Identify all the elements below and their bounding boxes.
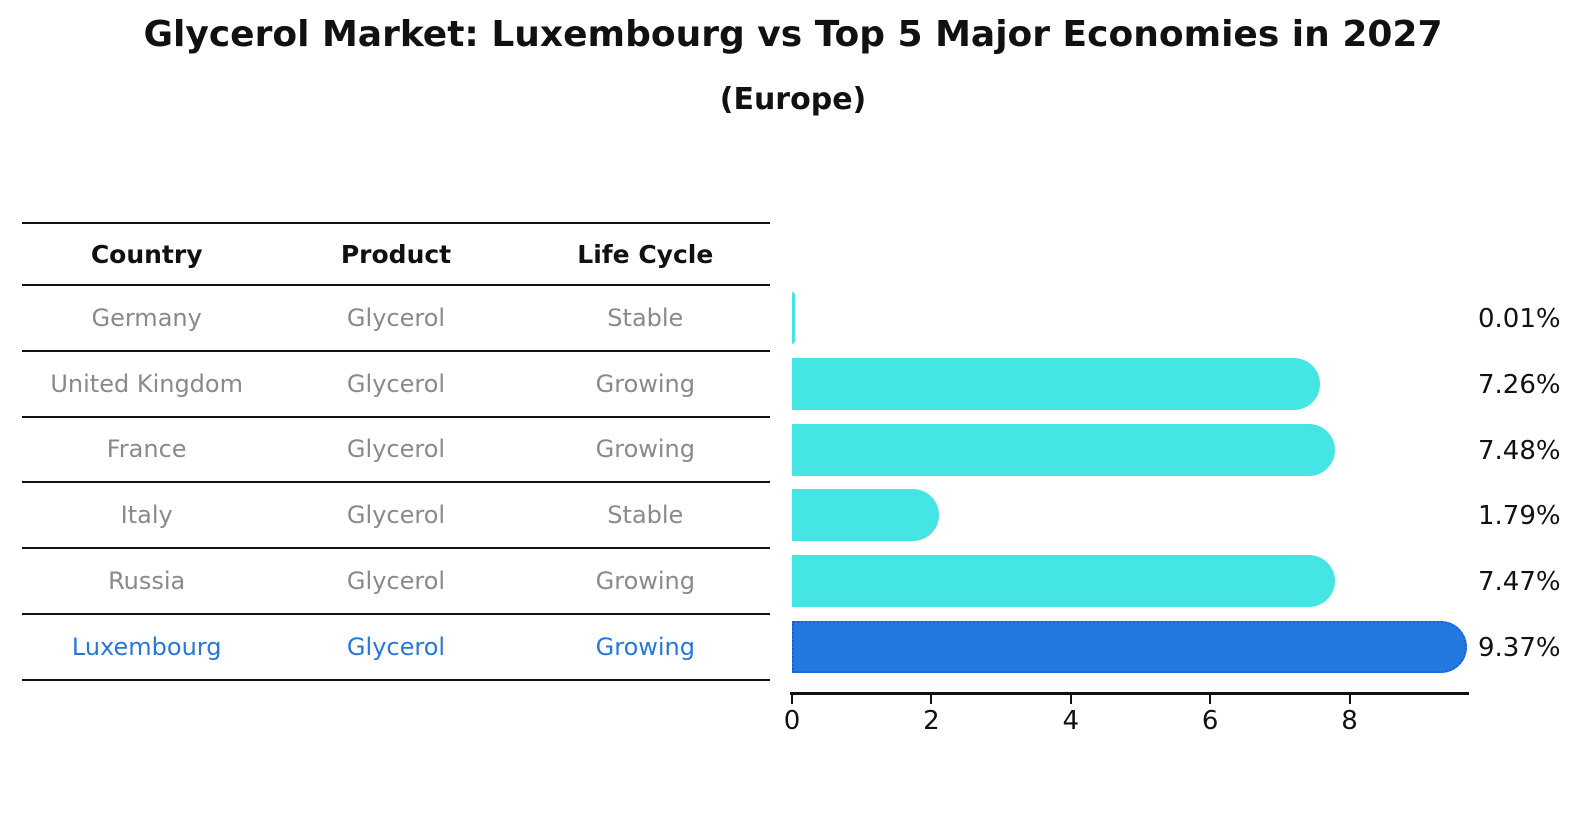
value-label-germany: 0.01%	[1478, 303, 1561, 334]
value-label-luxembourg: 9.37%	[1478, 632, 1561, 663]
x-tick-mark	[1348, 695, 1351, 704]
bar-luxembourg	[792, 621, 1467, 673]
value-label-united-kingdom: 7.26%	[1478, 369, 1561, 400]
x-tick-label: 6	[1201, 706, 1219, 736]
cell-product: Glycerol	[346, 567, 446, 596]
cell-country: Italy	[120, 501, 173, 530]
value-label-france: 7.48%	[1478, 435, 1561, 466]
x-axis-line	[790, 692, 1469, 695]
x-tick-mark	[930, 695, 933, 704]
cell-product: Glycerol	[346, 369, 446, 398]
cell-product: Glycerol	[346, 435, 446, 464]
cell-product: Glycerol	[346, 303, 446, 332]
cell-country: United Kingdom	[50, 369, 243, 398]
bar-germany	[792, 292, 795, 344]
x-tick-label: 0	[783, 706, 801, 736]
table-row-italy: Italy Glycerol Stable	[22, 483, 770, 550]
cell-country: Germany	[91, 303, 202, 332]
column-header-country: Country	[90, 239, 203, 269]
column-header-life-cycle: Life Cycle	[577, 239, 714, 269]
table-row-russia: Russia Glycerol Growing	[22, 549, 770, 615]
chart-subtitle: (Europe)	[719, 82, 867, 117]
x-tick-mark	[1069, 695, 1072, 704]
x-tick-mark	[1209, 695, 1212, 704]
x-tick-mark	[791, 695, 793, 704]
cell-country: Luxembourg	[71, 632, 222, 661]
table-row-luxembourg: Luxembourg Glycerol Growing	[22, 615, 770, 681]
value-label-italy: 1.79%	[1478, 501, 1561, 532]
bar-chart-plot-area	[792, 286, 1468, 679]
x-axis-ticks: 0 2 4 6 8	[784, 695, 1468, 755]
chart-title: Glycerol Market: Luxembourg vs Top 5 Maj…	[143, 14, 1443, 55]
cell-life-cycle: Growing	[595, 435, 695, 464]
country-table: Country Product Life Cycle Germany Glyce…	[22, 222, 770, 681]
table-row-germany: Germany Glycerol Stable	[22, 286, 770, 352]
table-row-france: France Glycerol Growing	[22, 418, 770, 484]
value-label-russia: 7.47%	[1478, 567, 1561, 598]
cell-product: Glycerol	[346, 632, 446, 661]
column-header-product: Product	[340, 239, 452, 269]
cell-product: Glycerol	[346, 501, 446, 530]
x-tick-label: 2	[923, 706, 940, 736]
x-tick-label: 8	[1341, 706, 1358, 736]
cell-life-cycle: Growing	[595, 632, 695, 661]
bar-italy	[792, 489, 939, 542]
cell-life-cycle: Stable	[607, 303, 684, 332]
bar-united-kingdom	[792, 357, 1320, 410]
cell-life-cycle: Stable	[607, 501, 684, 530]
table-row-united-kingdom: United Kingdom Glycerol Growing	[22, 352, 770, 418]
cell-life-cycle: Growing	[595, 369, 695, 398]
bar-france	[792, 423, 1336, 476]
cell-life-cycle: Growing	[595, 567, 695, 596]
bar-russia	[792, 555, 1335, 608]
table-header-row: Country Product Life Cycle	[22, 224, 770, 286]
cell-country: Russia	[108, 567, 186, 596]
x-tick-label: 4	[1062, 706, 1080, 736]
cell-country: France	[106, 435, 187, 464]
